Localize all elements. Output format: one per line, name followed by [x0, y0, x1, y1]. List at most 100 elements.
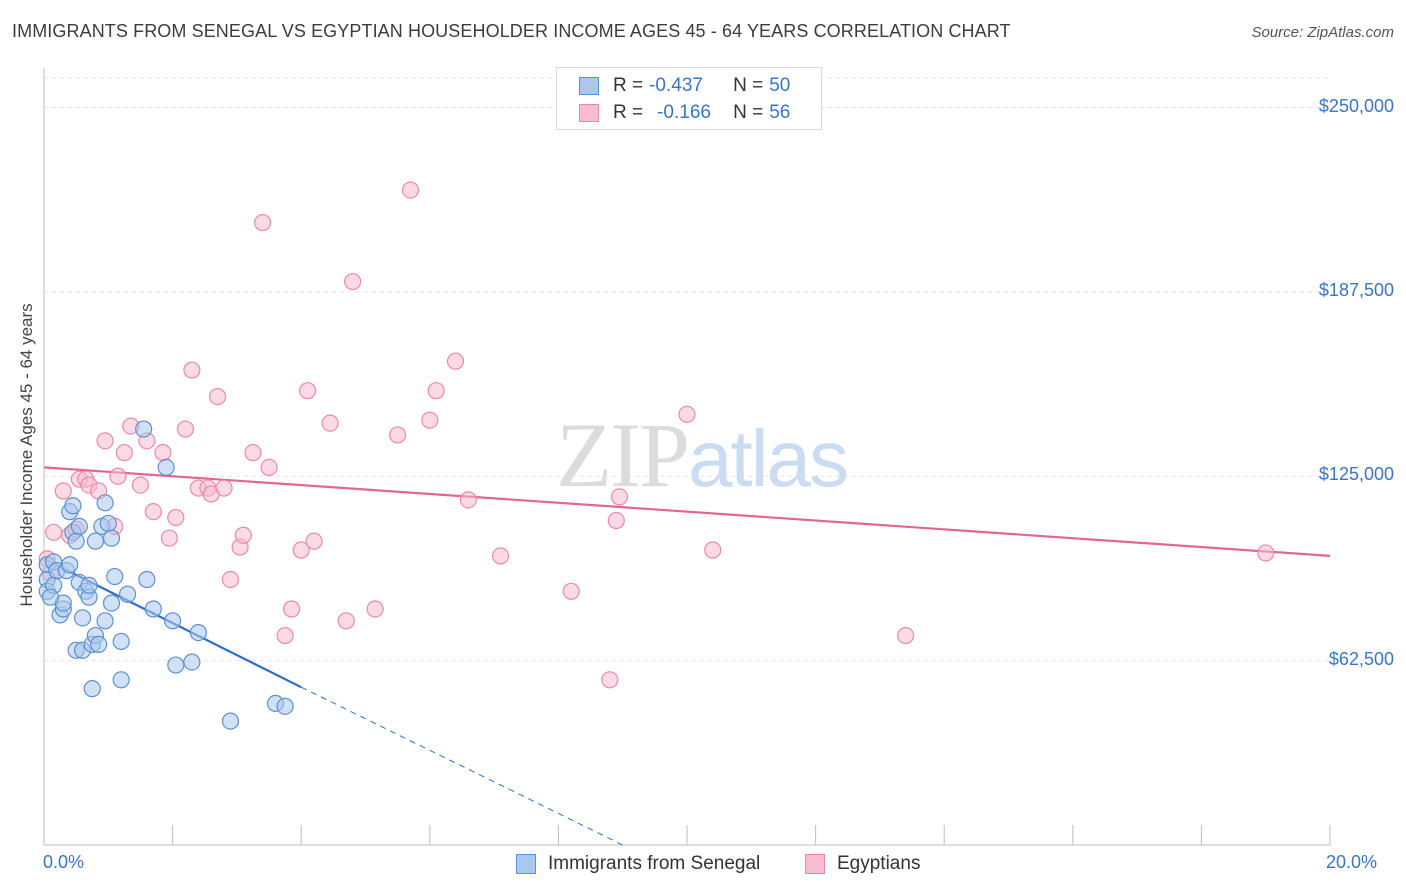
legend-r-value: -0.437 — [649, 75, 703, 96]
y-tick-label: $125,000 — [1318, 464, 1394, 485]
point-senegal-45 — [189, 623, 207, 642]
point-senegal-33 — [102, 594, 121, 612]
point-egyptians-56 — [897, 626, 915, 645]
point-egyptians-10 — [96, 432, 114, 450]
point-egyptians-35 — [282, 600, 301, 618]
axes — [43, 68, 1331, 846]
bottom-legend-label: Immigrants from Senegal — [548, 853, 761, 874]
point-egyptians-44 — [401, 181, 420, 199]
point-senegal-41 — [157, 458, 175, 476]
point-egyptians-38 — [305, 532, 323, 550]
chart-source: Source: ZipAtlas.com — [1251, 24, 1394, 41]
point-senegal-31 — [99, 514, 117, 533]
trend-lines — [43, 466, 1331, 846]
point-senegal-39 — [138, 570, 156, 589]
data-points — [38, 181, 1275, 730]
bottom-legend-egyptians: Egyptians — [805, 850, 920, 878]
bottom-legend-label: Egyptians — [837, 853, 921, 874]
point-egyptians-47 — [446, 352, 465, 370]
point-egyptians-20 — [167, 508, 185, 527]
point-egyptians-37 — [299, 382, 317, 400]
point-senegal-48 — [276, 697, 294, 715]
point-senegal-34 — [106, 567, 124, 586]
point-senegal-42 — [164, 612, 182, 630]
point-egyptians-36 — [292, 541, 310, 559]
point-senegal-10 — [61, 556, 79, 574]
point-egyptians-49 — [491, 547, 510, 565]
point-senegal-40 — [144, 600, 162, 618]
point-egyptians-2 — [45, 523, 63, 541]
y-tick-label: $62,500 — [1328, 648, 1394, 669]
y-tick-label: $250,000 — [1318, 95, 1394, 116]
point-egyptians-17 — [144, 503, 162, 521]
point-senegal-30 — [96, 494, 114, 512]
point-senegal-43 — [167, 656, 185, 674]
point-senegal-24 — [83, 680, 101, 698]
point-senegal-14 — [67, 532, 85, 550]
point-egyptians-54 — [678, 405, 696, 423]
point-senegal-38 — [135, 420, 153, 438]
point-egyptians-48 — [459, 491, 477, 509]
point-egyptians-26 — [209, 388, 227, 406]
point-senegal-29 — [96, 612, 114, 630]
point-egyptians-28 — [221, 570, 240, 589]
point-senegal-32 — [102, 529, 121, 547]
point-senegal-35 — [112, 632, 130, 651]
point-egyptians-30 — [234, 526, 252, 544]
chart-title: IMMIGRANTS FROM SENEGAL VS EGYPTIAN HOUS… — [12, 21, 1011, 41]
x-tick-label-min: 0.0% — [43, 852, 85, 872]
point-egyptians-43 — [389, 426, 407, 444]
point-egyptians-21 — [176, 420, 195, 438]
point-egyptians-19 — [160, 529, 178, 547]
point-egyptians-34 — [276, 626, 294, 645]
legend-n-value: 50 — [769, 75, 791, 96]
point-senegal-36 — [112, 671, 130, 689]
point-senegal-18 — [73, 609, 92, 627]
legend-row-egyptians: R = -0.166 N = 56 — [579, 99, 790, 127]
trend-line-egyptians — [43, 466, 1331, 557]
point-senegal-12 — [64, 497, 82, 515]
point-senegal-46 — [221, 712, 240, 730]
point-egyptians-57 — [1257, 544, 1275, 562]
watermark: ZIPatlas — [556, 402, 849, 508]
point-egyptians-32 — [254, 213, 272, 232]
bottom-legend-senegal: Immigrants from Senegal — [516, 850, 760, 878]
x-tick-label-max: 20.0% — [1326, 852, 1378, 872]
point-egyptians-40 — [337, 612, 355, 630]
point-egyptians-39 — [321, 414, 339, 432]
legend-r-label: R = — [613, 75, 644, 96]
point-egyptians-27 — [215, 479, 233, 497]
legend-swatch-blue — [579, 77, 599, 95]
point-senegal-22 — [80, 576, 98, 595]
point-egyptians-46 — [427, 382, 445, 400]
point-egyptians-18 — [154, 444, 172, 462]
point-egyptians-12 — [109, 467, 127, 485]
legend-r-value: -0.166 — [657, 102, 711, 123]
point-egyptians-15 — [131, 476, 150, 494]
point-egyptians-13 — [115, 444, 133, 462]
point-egyptians-45 — [421, 411, 439, 429]
point-egyptians-22 — [183, 361, 201, 379]
point-egyptians-31 — [244, 444, 262, 462]
point-senegal-16 — [70, 517, 88, 536]
point-egyptians-53 — [610, 488, 629, 506]
point-egyptians-41 — [344, 272, 362, 291]
bottom-legend-swatch-blue — [516, 854, 536, 874]
legend-r-label: R = — [613, 102, 644, 123]
point-egyptians-55 — [704, 541, 722, 559]
point-egyptians-42 — [366, 600, 384, 618]
legend-row-senegal: R = -0.437 N = 50 — [579, 72, 790, 100]
point-senegal-44 — [183, 653, 201, 671]
legend-n-value: 56 — [769, 102, 791, 123]
point-senegal-27 — [90, 635, 108, 654]
gridlines — [44, 77, 1330, 662]
trend-extension-senegal — [300, 686, 623, 846]
legend-n-label: N = — [733, 102, 764, 123]
point-senegal-49 — [41, 588, 60, 606]
point-egyptians-51 — [601, 671, 619, 689]
correlation-legend: R = -0.437 N = 50 R = -0.166 N = 56 — [556, 67, 822, 130]
point-egyptians-50 — [562, 582, 580, 600]
y-tick-label: $187,500 — [1318, 279, 1394, 300]
point-senegal-37 — [118, 585, 137, 603]
